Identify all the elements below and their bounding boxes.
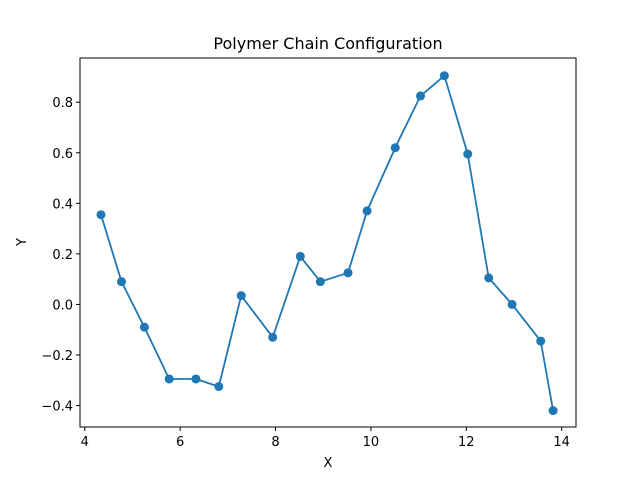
data-point bbox=[164, 374, 174, 384]
x-tick-label: 4 bbox=[81, 435, 89, 450]
data-point bbox=[139, 322, 149, 332]
x-tick-label: 8 bbox=[271, 435, 279, 450]
data-point bbox=[214, 382, 224, 392]
data-point bbox=[343, 268, 353, 278]
plot-area bbox=[96, 71, 558, 416]
data-point bbox=[463, 149, 473, 159]
y-axis-label: Y bbox=[15, 238, 30, 247]
data-point bbox=[439, 71, 449, 81]
y-tick-label: −0.4 bbox=[41, 400, 73, 415]
data-point bbox=[362, 206, 372, 216]
data-point bbox=[416, 91, 426, 101]
y-tick-label: 0.6 bbox=[52, 147, 73, 162]
axes-frame bbox=[79, 57, 577, 428]
x-tick-label: 10 bbox=[363, 435, 380, 450]
y-tick-label: −0.2 bbox=[41, 349, 73, 364]
x-axis-label: X bbox=[324, 456, 333, 471]
data-point bbox=[390, 143, 400, 153]
y-tick-label: 0.2 bbox=[52, 248, 73, 263]
y-tick-label: 0.8 bbox=[52, 96, 73, 111]
y-tick-label: 0.4 bbox=[52, 197, 73, 212]
y-axis-ticks: −0.4 −0.2 0.0 0.2 0.4 0.6 0.8 bbox=[41, 96, 80, 415]
data-point bbox=[548, 406, 558, 416]
data-point bbox=[116, 277, 126, 287]
x-tick-label: 6 bbox=[176, 435, 184, 450]
chart-title: Polymer Chain Configuration bbox=[213, 34, 442, 53]
data-point bbox=[536, 336, 546, 346]
data-point bbox=[484, 273, 494, 283]
y-tick-label: 0.0 bbox=[52, 298, 73, 313]
data-point bbox=[315, 277, 325, 287]
data-point bbox=[507, 299, 517, 309]
data-point bbox=[295, 251, 305, 261]
data-point bbox=[96, 210, 106, 220]
data-point bbox=[268, 332, 278, 342]
x-tick-label: 12 bbox=[458, 435, 475, 450]
data-point bbox=[191, 374, 201, 384]
x-axis-ticks: 4 6 8 10 12 14 bbox=[81, 427, 570, 450]
x-tick-label: 14 bbox=[553, 435, 570, 450]
data-point bbox=[236, 291, 246, 301]
